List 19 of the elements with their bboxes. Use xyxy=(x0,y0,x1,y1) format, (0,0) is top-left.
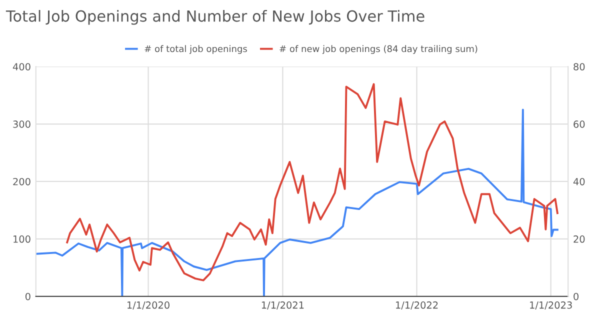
x-tick-label: 1/1/2022 xyxy=(396,301,438,310)
y2-tick-label: 40 xyxy=(573,178,585,186)
y-tick-label: 400 xyxy=(12,63,30,70)
chart-title: Total Job Openings and Number of New Jobs Over Time xyxy=(6,10,424,25)
y-tick-label: 0 xyxy=(25,292,30,300)
line-series xyxy=(66,83,558,282)
x-tick-label: 1/1/2021 xyxy=(262,301,304,310)
x-tick-label: 1/1/2023 xyxy=(530,301,572,310)
legend-label: # of total job openings xyxy=(144,45,247,54)
legend-label: # of new job openings (84 day trailing sum) xyxy=(280,45,478,54)
y-tick-label: 100 xyxy=(14,235,30,243)
x-tick-label: 1/1/2020 xyxy=(128,301,170,310)
y-tick-label: 300 xyxy=(13,120,30,128)
y2-tick-label: 80 xyxy=(574,63,585,70)
y-tick-label: 200 xyxy=(13,178,30,186)
y2-tick-label: 0 xyxy=(574,292,578,300)
y2-tick-label: 20 xyxy=(574,235,585,243)
y2-tick-label: 60 xyxy=(574,120,585,128)
line-series xyxy=(36,108,558,296)
